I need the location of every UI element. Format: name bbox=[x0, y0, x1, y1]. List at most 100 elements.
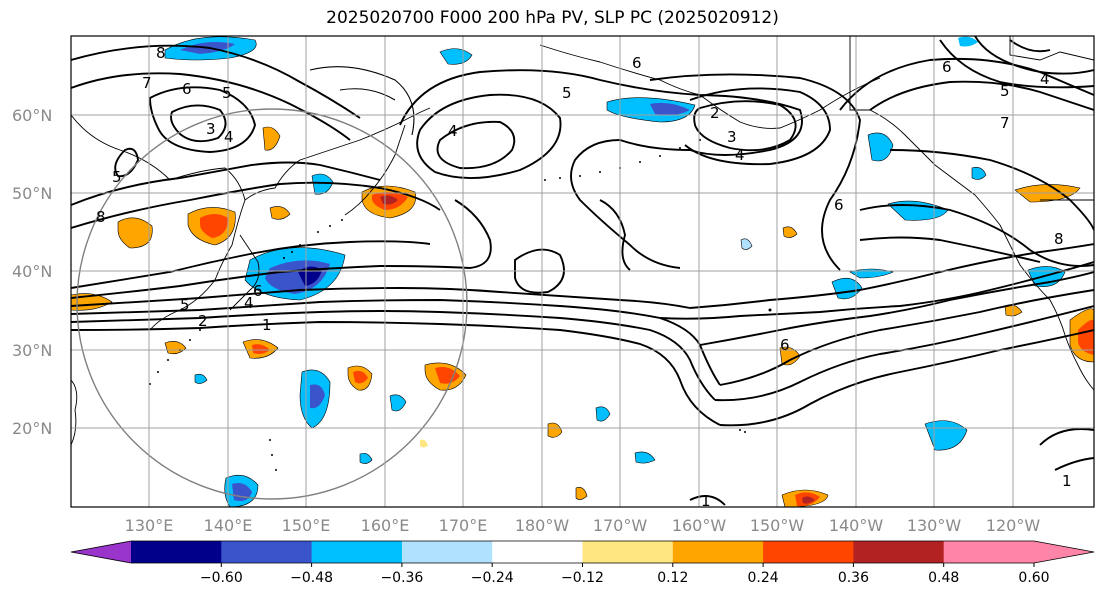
contour-label: 6 bbox=[253, 282, 263, 300]
pv-positive-area bbox=[117, 217, 153, 249]
pv-positive-core bbox=[252, 344, 270, 354]
contour-label: 4 bbox=[735, 146, 745, 164]
colorbar-extend-min bbox=[71, 541, 131, 563]
contour-label: 4 bbox=[224, 128, 234, 146]
pv-negative-core bbox=[650, 102, 690, 116]
map-area: 8 7 6 5 3 4 5 8 5 4 2 1 6 4 5 6 2 3 4 6 … bbox=[71, 36, 1094, 510]
lon-label: 130°E bbox=[125, 516, 174, 535]
pv-negative-area bbox=[634, 451, 656, 464]
contour-label: 6 bbox=[942, 58, 952, 76]
colorbar-tick-label: 0.36 bbox=[838, 570, 869, 586]
pv-negative-area bbox=[867, 132, 894, 162]
contour-label: 6 bbox=[780, 336, 790, 354]
map-title: 2025020700 F000 200 hPa PV, SLP PC (2025… bbox=[326, 8, 779, 28]
contour-label: 8 bbox=[156, 44, 166, 62]
pv-positive-area bbox=[420, 439, 428, 448]
contour-label: 8 bbox=[1054, 230, 1064, 248]
colorbar-tick-label: −0.12 bbox=[561, 570, 604, 586]
pv-positive-core bbox=[435, 367, 460, 384]
pv-negative-area bbox=[194, 373, 208, 384]
pv-negative-area bbox=[389, 394, 407, 412]
pv-positive-area bbox=[269, 206, 291, 220]
contour-label: 3 bbox=[206, 120, 216, 138]
colorbar: −0.60 −0.48 −0.36 −0.24 −0.12 0.12 0.24 0.36 0.4… bbox=[70, 540, 1095, 586]
pv-negative-area bbox=[359, 452, 373, 464]
pv-negative-area bbox=[606, 97, 696, 123]
pv-negative-area bbox=[439, 48, 473, 65]
colorbar-swatch bbox=[943, 541, 1035, 563]
contour-label: 4 bbox=[244, 294, 254, 312]
contour-label: 6 bbox=[632, 54, 642, 72]
colorbar-swatch bbox=[853, 541, 945, 563]
colorbar-tick-label: −0.60 bbox=[200, 570, 243, 586]
colorbar-tick-label: 0.12 bbox=[657, 570, 688, 586]
slp-contours bbox=[71, 36, 1094, 506]
contour-label: 4 bbox=[1040, 70, 1050, 88]
colorbar-extend-max bbox=[1034, 541, 1094, 563]
pv-negative-area bbox=[595, 406, 611, 422]
contour-label: 3 bbox=[727, 128, 737, 146]
contour-label: 7 bbox=[142, 74, 152, 92]
island-chains bbox=[149, 139, 772, 471]
pv-negative-core bbox=[310, 384, 325, 409]
pv-positive-area bbox=[575, 487, 588, 500]
contour-label: 4 bbox=[448, 122, 458, 140]
pv-negative-area bbox=[740, 238, 753, 250]
map-frame bbox=[70, 35, 1095, 508]
colorbar-swatch bbox=[672, 541, 764, 563]
reference-circle bbox=[76, 108, 468, 500]
contour-label: 1 bbox=[262, 316, 272, 334]
contour-labels: 8 7 6 5 3 4 5 8 5 4 2 1 6 4 5 6 2 3 4 6 … bbox=[96, 44, 1072, 510]
contour-label: 5 bbox=[222, 84, 232, 102]
contour-label: 1 bbox=[701, 492, 711, 510]
colorbar-tick-label: −0.36 bbox=[380, 570, 423, 586]
colorbar-swatch bbox=[311, 541, 403, 563]
contour-label: 8 bbox=[96, 208, 106, 226]
pv-positive-core bbox=[1078, 319, 1094, 355]
lon-label: 160°E bbox=[361, 516, 410, 535]
lon-label: 160°W bbox=[672, 516, 727, 535]
colorbar-swatch bbox=[221, 541, 313, 563]
lon-label: 170°E bbox=[439, 516, 488, 535]
colorbar-swatch bbox=[763, 541, 854, 563]
lon-label: 150°E bbox=[282, 516, 331, 535]
pv-positive-area bbox=[547, 422, 563, 438]
lon-label: 120°W bbox=[986, 516, 1041, 535]
contour-label: 1 bbox=[1062, 472, 1072, 490]
contour-label: 6 bbox=[182, 80, 192, 98]
pv-positive-core bbox=[802, 496, 815, 504]
contour-label: 5 bbox=[112, 168, 122, 186]
contour-label: 5 bbox=[562, 84, 572, 102]
lon-label: 170°W bbox=[593, 516, 648, 535]
colorbar-outline bbox=[70, 540, 1095, 564]
lon-label: 140°E bbox=[204, 516, 253, 535]
colorbar-swatch bbox=[492, 541, 583, 563]
lat-label: 40°N bbox=[12, 262, 52, 281]
lon-label: 180°W bbox=[515, 516, 570, 535]
lon-label: 150°W bbox=[750, 516, 805, 535]
pv-positive-core bbox=[353, 370, 368, 384]
pv-positive-core bbox=[200, 214, 228, 238]
latitude-labels: 60°N 50°N 40°N 30°N 20°N bbox=[12, 106, 52, 438]
pv-negative-area bbox=[971, 167, 987, 180]
lat-label: 60°N bbox=[12, 106, 52, 125]
pv-negative-area bbox=[958, 36, 978, 47]
pv-negative-area bbox=[311, 173, 334, 195]
contour-label: 2 bbox=[198, 312, 208, 330]
contour-label: 5 bbox=[180, 296, 190, 314]
colorbar-swatch bbox=[131, 541, 222, 563]
pv-positive-area bbox=[262, 126, 281, 151]
longitude-labels: 130°E 140°E 150°E 160°E 170°E 180°W 170°… bbox=[125, 516, 1041, 535]
lon-label: 140°W bbox=[829, 516, 884, 535]
colorbar-tick-label: −0.48 bbox=[290, 570, 333, 586]
colorbar-swatch bbox=[401, 541, 493, 563]
colorbar-tick-label: 0.48 bbox=[928, 570, 959, 586]
pv-positive-area bbox=[782, 226, 798, 238]
contour-label: 6 bbox=[834, 196, 844, 214]
contour-label: 7 bbox=[1000, 114, 1010, 132]
colorbar-tick-label: 0.24 bbox=[748, 570, 779, 586]
colorbar-swatch bbox=[582, 541, 674, 563]
contour-label: 2 bbox=[710, 104, 720, 122]
contour-label: 5 bbox=[1000, 82, 1010, 100]
